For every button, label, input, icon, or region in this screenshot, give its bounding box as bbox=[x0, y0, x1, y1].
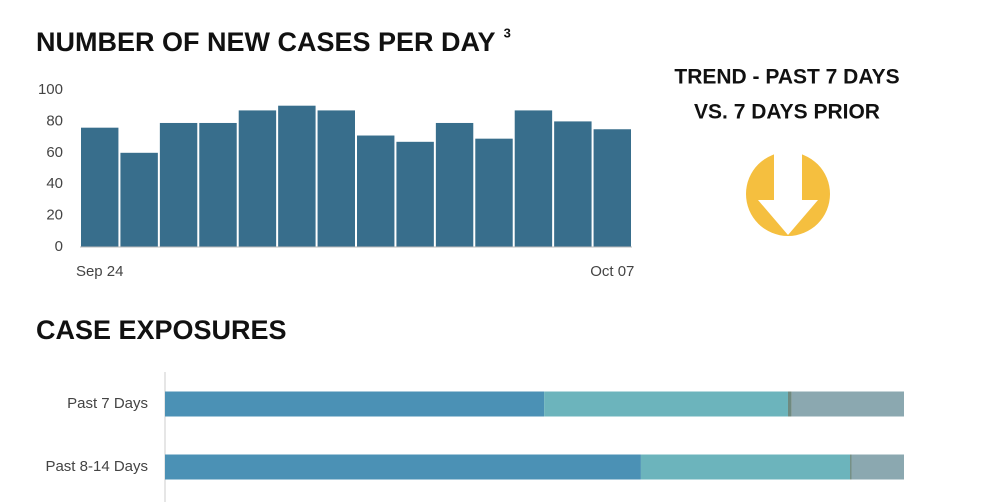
bar-segment bbox=[165, 391, 545, 417]
category-label: Past 8-14 Days bbox=[45, 458, 148, 475]
bar bbox=[554, 121, 592, 247]
bar bbox=[514, 110, 553, 247]
bar-segment bbox=[787, 391, 792, 417]
trend-label: TREND - PAST 7 DAYS bbox=[674, 66, 899, 89]
bar-segment bbox=[791, 391, 904, 417]
y-tick-label: 100 bbox=[38, 81, 63, 98]
bar bbox=[435, 122, 474, 247]
bar bbox=[278, 105, 316, 247]
bar bbox=[357, 135, 395, 247]
y-tick-label: 0 bbox=[55, 238, 63, 255]
bar bbox=[475, 138, 513, 247]
title-footnote: 3 bbox=[504, 25, 511, 40]
chart-title: NUMBER OF NEW CASES PER DAY bbox=[36, 27, 496, 57]
trend-icon bbox=[746, 152, 830, 236]
bar bbox=[81, 127, 119, 247]
bar bbox=[593, 129, 631, 247]
bar-segment bbox=[850, 454, 852, 480]
bar-segment bbox=[544, 391, 788, 417]
bar bbox=[396, 141, 434, 247]
bar bbox=[238, 110, 277, 247]
chart-title: CASE EXPOSURES bbox=[36, 315, 287, 345]
bar bbox=[199, 122, 237, 247]
bar bbox=[120, 152, 158, 247]
x-tick-label: Oct 07 bbox=[590, 263, 634, 280]
y-tick-label: 20 bbox=[46, 207, 63, 224]
y-tick-label: 80 bbox=[46, 112, 63, 129]
category-label: Past 7 Days bbox=[67, 395, 148, 412]
trend-label: VS. 7 DAYS PRIOR bbox=[694, 101, 880, 124]
y-tick-label: 60 bbox=[46, 144, 63, 161]
bar-segment bbox=[640, 454, 851, 480]
bar bbox=[317, 110, 355, 247]
bar-segment bbox=[165, 454, 641, 480]
bar bbox=[159, 122, 198, 247]
x-tick-label: Sep 24 bbox=[76, 263, 124, 280]
y-tick-label: 40 bbox=[46, 175, 63, 192]
bar-segment bbox=[851, 454, 904, 480]
